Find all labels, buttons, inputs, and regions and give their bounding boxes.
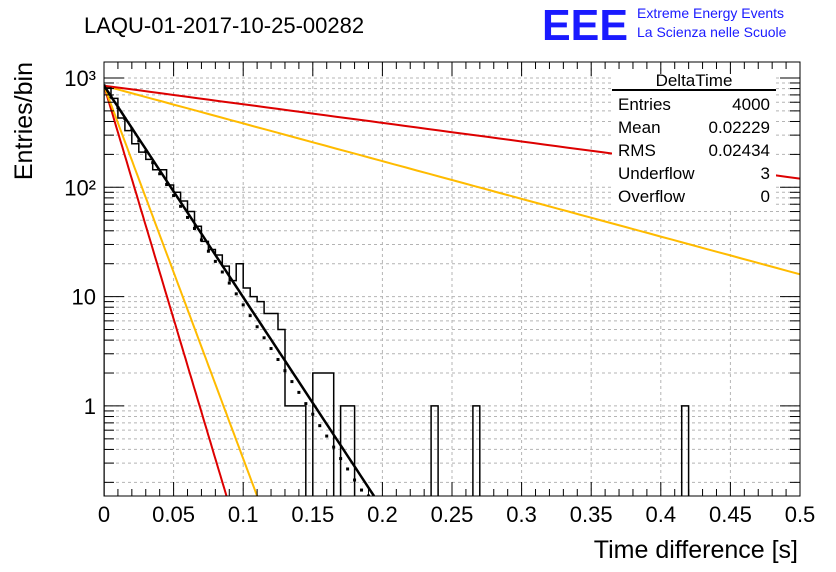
x-tick-label: 0.5 (785, 502, 816, 527)
x-tick-label: 0.3 (506, 502, 537, 527)
y-tick-label: 10² (64, 175, 96, 200)
fit-point (346, 467, 350, 471)
fit-point (104, 84, 106, 88)
stats-label-mean: Mean (618, 118, 661, 137)
stats-value-entries: 4000 (732, 95, 770, 114)
curve-orange-shallow (104, 84, 800, 276)
stats-value-mean: 0.02229 (709, 118, 770, 137)
fit-point (144, 150, 148, 154)
fit-point (192, 226, 196, 230)
eee-logo-line2: La Scienza nelle Scuole (637, 24, 787, 40)
fit-points (104, 84, 370, 496)
x-tick-label: 0.15 (291, 502, 334, 527)
fit-point (137, 139, 141, 143)
fit-point (234, 292, 238, 296)
fit-point (227, 281, 231, 285)
fit-point (179, 204, 183, 208)
fit-point (269, 347, 273, 351)
fit-point (255, 325, 259, 329)
fit-point (325, 434, 329, 438)
stats-value-underflow: 3 (761, 164, 770, 183)
histogram-outline (104, 87, 690, 496)
fit-point (318, 424, 322, 428)
histogram (104, 87, 690, 496)
fit-point (283, 369, 287, 373)
stats-label-underflow: Underflow (618, 164, 695, 183)
stats-value-rms: 0.02434 (709, 141, 770, 160)
fit-point (220, 270, 224, 274)
x-tick-label: 0.25 (431, 502, 474, 527)
fit-point (290, 380, 294, 384)
stats-box: DeltaTime Entries 4000 Mean 0.02229 RMS … (612, 71, 776, 210)
fit-point (332, 445, 336, 449)
eee-logo-line1: Extreme Energy Events (637, 5, 784, 21)
axis-ticks (103, 62, 801, 496)
x-tick-labels: 0 0.05 0.1 0.15 0.2 0.25 0.3 0.35 0.4 0.45 0.5 (98, 502, 815, 527)
fit-point (109, 95, 113, 99)
x-tick-label: 0.2 (367, 502, 398, 527)
curve-fit (104, 85, 376, 496)
stats-box-background (612, 74, 776, 210)
fit-point (339, 457, 343, 461)
fit-point (297, 390, 301, 394)
fit-point (199, 238, 203, 242)
fit-point (158, 172, 162, 176)
fit-point (276, 357, 280, 361)
fit-point (123, 117, 127, 121)
y-tick-label: 10³ (64, 66, 96, 91)
stats-label-entries: Entries (618, 95, 671, 114)
x-tick-label: 0.45 (709, 502, 752, 527)
fit-point (213, 259, 217, 263)
fit-point (130, 127, 134, 131)
fit-point (206, 249, 210, 253)
x-axis-title: Time difference [s] (594, 536, 798, 564)
fit-point (262, 336, 266, 340)
fit-point (248, 314, 252, 318)
fit-point (151, 161, 155, 165)
fit-point (116, 106, 120, 110)
fit-point (172, 194, 176, 198)
eee-logo-text: EEE (542, 1, 628, 50)
fit-point (304, 402, 308, 406)
y-axis-title: Entries/bin (10, 62, 38, 180)
x-tick-label: 0.35 (570, 502, 613, 527)
stats-value-overflow: 0 (761, 187, 770, 206)
curve-orange-steep (104, 85, 259, 496)
fit-point (360, 488, 364, 492)
x-tick-label: 0.05 (152, 502, 195, 527)
fit-point (186, 215, 190, 219)
fit-point (353, 478, 357, 482)
y-tick-label: 1 (84, 394, 96, 419)
eee-logo: EEE Extreme Energy Events La Scienza nel… (542, 1, 787, 50)
y-tick-label: 10 (72, 285, 96, 310)
x-tick-label: 0.1 (228, 502, 259, 527)
y-tick-labels: 1 10 10² 10³ (64, 66, 96, 419)
fit-point (241, 303, 245, 307)
chart-title: LAQU-01-2017-10-25-00282 (84, 13, 364, 38)
x-tick-label: 0 (98, 502, 110, 527)
stats-title: DeltaTime (656, 71, 733, 90)
x-tick-label: 0.4 (646, 502, 677, 527)
fit-point (165, 183, 169, 187)
stats-label-overflow: Overflow (618, 187, 686, 206)
curve-red-steep (104, 85, 228, 496)
fit-point (311, 412, 315, 416)
stats-label-rms: RMS (618, 141, 656, 160)
